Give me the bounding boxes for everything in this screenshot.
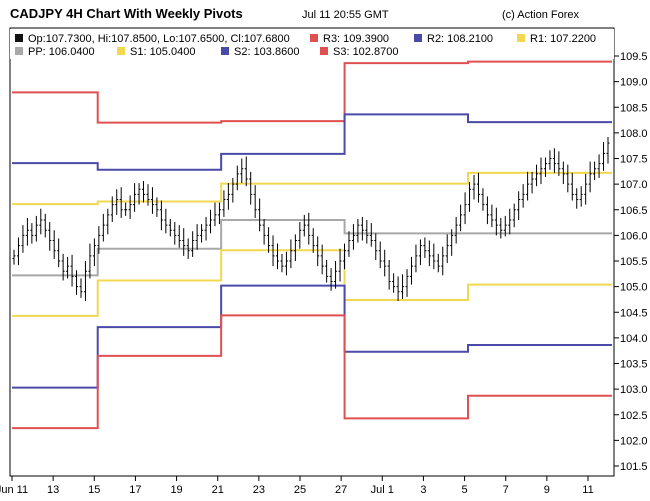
pivot-line-s3 xyxy=(12,314,612,430)
x-tick-label: Jul 1 xyxy=(371,484,394,496)
legend-s2: S2: 103.8600 xyxy=(234,46,299,58)
x-tick-label: 7 xyxy=(503,484,509,496)
x-tick-label: 15 xyxy=(88,484,100,496)
x-tick-label: 25 xyxy=(294,484,306,496)
y-tick-label: 108.5 xyxy=(620,102,648,114)
legend-swatch-r1 xyxy=(517,34,525,42)
x-tick-label: 13 xyxy=(47,484,59,496)
x-tick-label: 19 xyxy=(170,484,182,496)
y-tick-label: 103.5 xyxy=(620,359,648,371)
y-tick-label: 102.5 xyxy=(620,410,648,422)
y-tick-label: 101.5 xyxy=(620,461,648,473)
y-tick-label: 107.5 xyxy=(620,154,648,166)
chart-timestamp: Jul 11 20:55 GMT xyxy=(302,9,389,21)
legend-r3: R3: 109.3900 xyxy=(323,33,389,45)
legend-swatch-s1 xyxy=(117,47,125,55)
x-tick-label: 17 xyxy=(129,484,141,496)
chart-title: CADJPY 4H Chart With Weekly Pivots xyxy=(10,6,243,21)
y-tick-label: 104.5 xyxy=(620,307,648,319)
legend-s1: S1: 105.0400 xyxy=(130,46,195,58)
y-tick-label: 103.0 xyxy=(620,384,648,396)
y-tick-label: 106.0 xyxy=(620,230,648,242)
y-axis: 109.5 109.0 108.5 108.0 107.5 107.0 106.5 106.0… xyxy=(614,51,648,473)
pivot-line-pp xyxy=(12,219,612,277)
legend-ohlc: Op:107.7300, Hi:107.8500, Lo:107.6500, C… xyxy=(28,33,290,45)
pivot-line-r2 xyxy=(12,113,612,171)
x-tick-label: 3 xyxy=(420,484,426,496)
chart-credit: (c) Action Forex xyxy=(502,9,580,21)
candle-layer xyxy=(12,136,610,301)
x-tick-label: 21 xyxy=(212,484,224,496)
legend-swatch-pp xyxy=(15,47,23,55)
y-tick-label: 108.0 xyxy=(620,128,648,140)
x-tick-label: 9 xyxy=(544,484,550,496)
y-tick-label: 105.0 xyxy=(620,282,648,294)
pivot-line-s1 xyxy=(12,249,612,317)
x-tick-label: 5 xyxy=(462,484,468,496)
legend: Op:107.7300, Hi:107.8500, Lo:107.6500, C… xyxy=(10,29,614,59)
x-tick-label: 27 xyxy=(335,484,347,496)
pivot-line-r1 xyxy=(12,171,612,206)
legend-swatch-r2 xyxy=(414,34,422,42)
legend-r1: R1: 107.2200 xyxy=(530,33,596,45)
y-tick-label: 109.0 xyxy=(620,77,648,89)
legend-s3: S3: 102.8700 xyxy=(333,46,398,58)
legend-swatch-ohlc xyxy=(15,34,23,42)
legend-swatch-s3 xyxy=(320,47,328,55)
x-tick-label: 11 xyxy=(582,484,593,496)
x-tick-label: Jun 11 xyxy=(0,484,28,496)
x-axis: Jun 11 13 15 17 19 21 23 25 27 Jul 1 3 5 7 9 11 xyxy=(0,476,594,496)
pivot-layer xyxy=(12,60,612,430)
y-tick-label: 102.0 xyxy=(620,435,648,447)
y-tick-label: 109.5 xyxy=(620,51,648,63)
y-tick-label: 106.5 xyxy=(620,205,648,217)
legend-pp: PP: 106.0400 xyxy=(28,46,95,58)
plot-frame xyxy=(9,27,615,477)
y-tick-label: 104.0 xyxy=(620,333,648,345)
legend-swatch-s2 xyxy=(221,47,229,55)
x-tick-label: 23 xyxy=(253,484,265,496)
legend-r2: R2: 108.2100 xyxy=(427,33,493,45)
pivot-line-r3 xyxy=(12,60,612,124)
y-tick-label: 107.0 xyxy=(620,179,648,191)
y-tick-label: 105.5 xyxy=(620,256,648,268)
legend-swatch-r3 xyxy=(310,34,318,42)
